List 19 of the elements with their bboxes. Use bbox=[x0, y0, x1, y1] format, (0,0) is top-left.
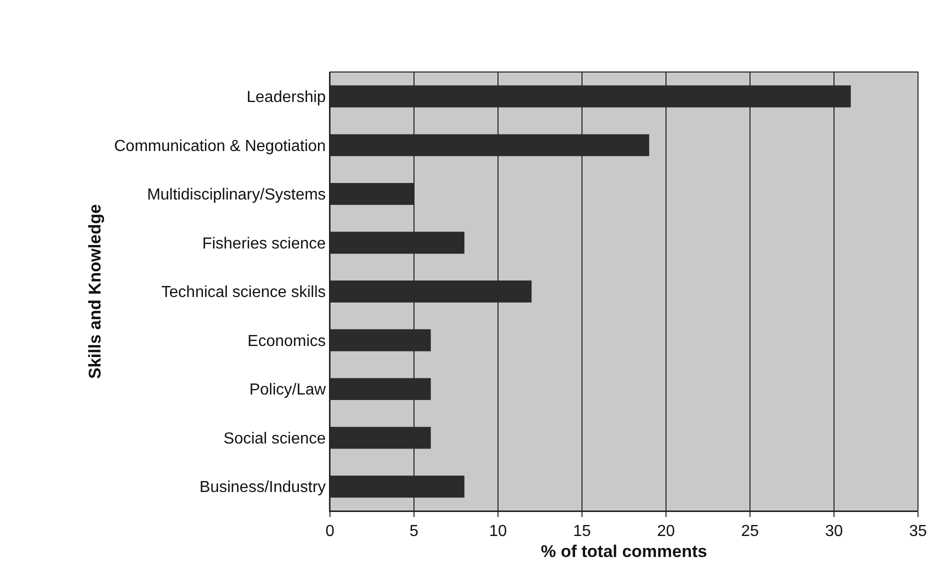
x-tick-label: 0 bbox=[326, 523, 335, 540]
x-tick-label: 5 bbox=[410, 523, 419, 540]
x-tick-label: 10 bbox=[489, 523, 507, 540]
y-tick-label: Business/Industry bbox=[200, 479, 326, 496]
y-tick-label: Multidisciplinary/Systems bbox=[147, 186, 326, 204]
y-tick-label: Leadership bbox=[246, 88, 326, 106]
x-tick-label: 35 bbox=[909, 523, 927, 540]
x-tick-label: 30 bbox=[825, 523, 843, 540]
x-tick-label: 15 bbox=[573, 523, 591, 540]
x-tick-label: 25 bbox=[741, 523, 759, 540]
y-tick-label: Fisheries science bbox=[202, 235, 326, 252]
y-tick-label: Social science bbox=[224, 430, 326, 448]
y-tick-label: Economics bbox=[248, 332, 326, 350]
y-tick-label: Policy/Law bbox=[249, 382, 326, 399]
y-tick-label: Technical science skills bbox=[161, 284, 326, 302]
x-axis-title: % of total comments bbox=[540, 542, 708, 561]
x-tick-label: 20 bbox=[657, 523, 675, 540]
y-tick-label: Communication & Negotiation bbox=[114, 138, 326, 155]
y-axis-title: Skills and Knowledge bbox=[86, 204, 105, 379]
